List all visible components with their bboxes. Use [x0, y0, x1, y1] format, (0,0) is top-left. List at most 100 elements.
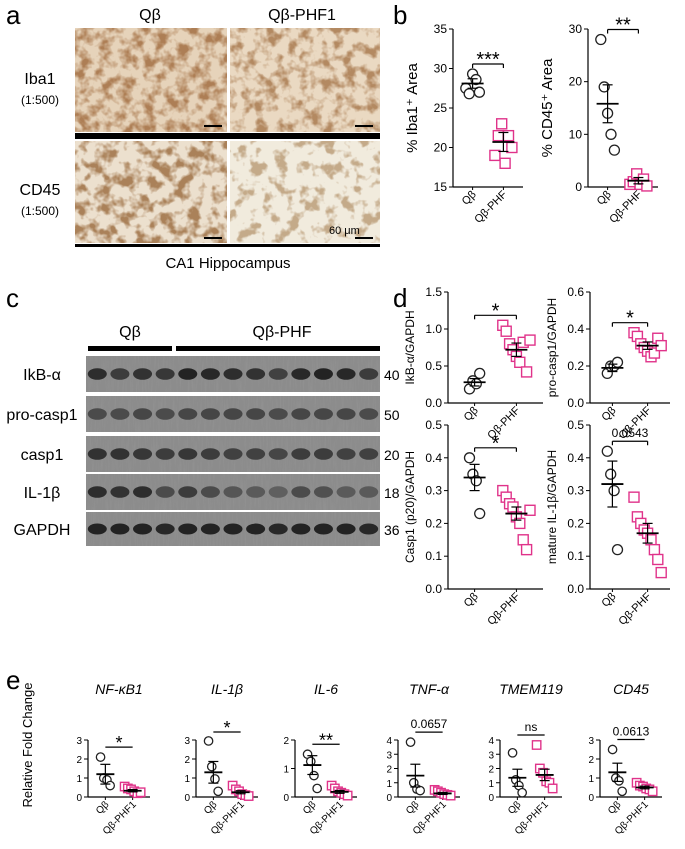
data-point-control	[463, 452, 476, 464]
data-point-treated	[547, 783, 558, 794]
significance-label: *	[492, 433, 500, 455]
significance-label: ***	[476, 49, 500, 71]
blot-band	[110, 523, 130, 535]
y-tick-label: 0.0	[567, 396, 584, 410]
blot-band	[313, 523, 333, 535]
blot-band	[359, 408, 379, 420]
y-tick-label: 3	[386, 750, 392, 761]
blot-band	[178, 448, 198, 460]
y-tick-label: 4	[488, 736, 494, 747]
blot-band	[133, 408, 153, 420]
blot-band	[336, 368, 356, 380]
blot-band	[246, 368, 266, 380]
y-tick-label: 0.5	[425, 418, 442, 432]
data-point-control	[611, 356, 624, 368]
y-tick-label: 30	[434, 62, 448, 76]
micrograph-iba1-qb-phf1	[230, 28, 380, 132]
y-tick-label: 2	[76, 755, 82, 766]
y-tick-label: 0.2	[567, 359, 584, 373]
divider-bar	[75, 133, 380, 139]
data-point-control	[206, 761, 217, 772]
y-tick-label: 0.0	[567, 582, 584, 596]
y-tick-label: 0.0	[425, 396, 442, 410]
western-blot: IkB-α 40 pro-casp1 50 casp1 20 IL-1β 18 GAPDH 36	[6, 356, 400, 546]
blot-band	[246, 448, 266, 460]
data-point-treated	[524, 504, 536, 516]
y-tick-label: 0.0	[425, 582, 442, 596]
blot-band	[200, 523, 220, 535]
y-axis-label: mature IL-1β/GAPDH	[545, 450, 559, 564]
data-point-treated	[520, 366, 533, 378]
data-point-control	[95, 752, 106, 762]
y-tick-label: 4	[386, 736, 392, 747]
blot-band	[133, 368, 153, 380]
row-dilution-cd45: (1:500)	[21, 204, 59, 218]
blot-band	[223, 368, 243, 380]
y-tick-label: 0	[184, 793, 190, 804]
y-axis-label: % Iba1⁺ Area	[404, 63, 421, 153]
data-point-treated	[514, 356, 526, 368]
data-point-control	[607, 744, 618, 755]
x-tick-label: Qβ	[462, 405, 481, 424]
data-point-treated	[520, 543, 533, 556]
chart-mature-il1b: 0.0 0.1 0.2 0.3 0.4 0.5 mature IL-1β/GAPDH QβQβ…	[545, 418, 670, 628]
blot-band	[246, 408, 266, 420]
significance-label: ns	[525, 720, 538, 734]
y-tick-label: 0	[386, 793, 392, 804]
x-tick-label: Qβ	[462, 591, 481, 610]
data-point-treated	[499, 157, 511, 170]
blot-band	[110, 408, 130, 420]
blot-band	[313, 408, 333, 420]
blot-band	[336, 448, 356, 460]
blot-band	[336, 523, 356, 535]
gene-title: NF-κB1	[95, 681, 142, 697]
blot-band	[359, 368, 379, 380]
col-label-qb: Qβ	[139, 7, 161, 24]
blot-band	[110, 486, 130, 498]
blot-band	[223, 486, 243, 498]
band-kda: 36	[384, 522, 400, 538]
band-kda: 18	[384, 485, 400, 501]
y-tick-label: 3	[488, 750, 494, 761]
y-tick-label: 0.3	[425, 484, 442, 498]
y-tick-label: 2	[184, 755, 190, 766]
panel-b-letter: b	[393, 0, 407, 30]
significance-label: *	[223, 718, 230, 738]
significance-label: **	[319, 730, 333, 750]
blot-band	[133, 486, 153, 498]
blot-band	[313, 368, 333, 380]
data-point-treated	[500, 325, 512, 337]
y-tick-label: 1	[488, 779, 494, 790]
blot-band	[178, 368, 198, 380]
y-tick-label: 0.3	[567, 484, 584, 498]
group-label-qb-phf: Qβ-PHF	[253, 324, 312, 341]
significance-label: *	[492, 300, 500, 322]
y-tick-label: 20	[434, 141, 448, 155]
data-point-treated	[489, 149, 501, 162]
data-point-control	[105, 780, 116, 791]
y-tick-label: 0	[283, 793, 289, 804]
blot-band	[291, 408, 311, 420]
blot-band	[110, 448, 130, 460]
data-point-control	[405, 737, 416, 747]
blot-band	[268, 408, 288, 420]
x-tick-label: Qβ-PHF	[607, 188, 644, 225]
y-tick-label: 10	[569, 127, 583, 141]
blot-band	[178, 523, 198, 535]
band-label: IkB-α	[23, 367, 61, 384]
significance-label: 0.0613	[613, 725, 650, 739]
blot-band	[200, 408, 220, 420]
data-point-treated	[524, 334, 536, 346]
row-label-cd45: CD45	[20, 182, 61, 199]
y-tick-label: 0.5	[567, 418, 584, 432]
significance-label: 0.0543	[612, 426, 649, 440]
data-point-control	[608, 144, 621, 156]
data-point-treated	[531, 740, 542, 750]
data-point-control	[507, 747, 518, 758]
